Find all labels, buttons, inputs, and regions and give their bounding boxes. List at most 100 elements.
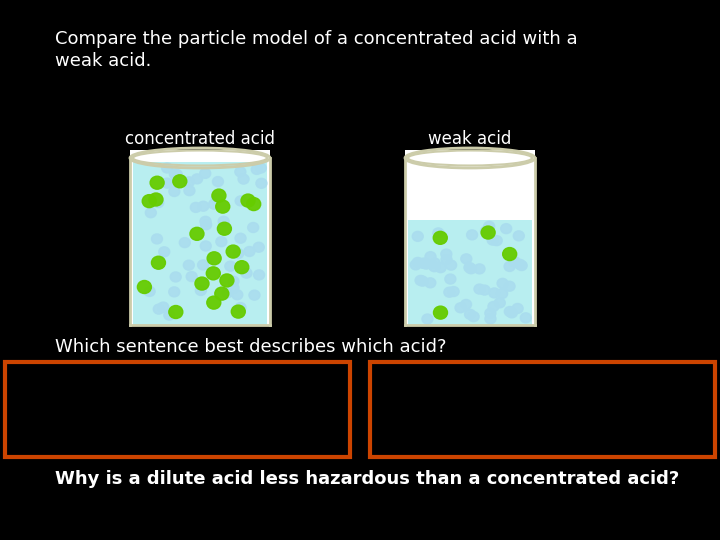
Ellipse shape bbox=[429, 258, 440, 268]
Bar bbox=[405, 150, 535, 325]
Ellipse shape bbox=[226, 245, 240, 258]
Ellipse shape bbox=[190, 227, 204, 240]
Text: Why is a dilute acid less hazardous than a concentrated acid?: Why is a dilute acid less hazardous than… bbox=[55, 470, 679, 488]
Ellipse shape bbox=[435, 262, 446, 273]
Ellipse shape bbox=[468, 312, 479, 322]
Ellipse shape bbox=[420, 259, 432, 269]
Ellipse shape bbox=[251, 164, 262, 174]
Ellipse shape bbox=[138, 280, 151, 294]
Ellipse shape bbox=[168, 306, 183, 319]
Text: particles.: particles. bbox=[37, 416, 125, 434]
Ellipse shape bbox=[516, 261, 527, 271]
Ellipse shape bbox=[235, 261, 249, 274]
Ellipse shape bbox=[184, 177, 194, 187]
Ellipse shape bbox=[220, 274, 234, 287]
Ellipse shape bbox=[225, 261, 236, 271]
Ellipse shape bbox=[235, 233, 246, 243]
Ellipse shape bbox=[425, 278, 436, 288]
Text: This acid has only a few acid: This acid has only a few acid bbox=[37, 372, 305, 390]
Ellipse shape bbox=[512, 303, 523, 313]
Ellipse shape bbox=[184, 260, 194, 270]
Ellipse shape bbox=[238, 174, 249, 184]
Ellipse shape bbox=[200, 241, 211, 251]
Ellipse shape bbox=[484, 221, 495, 231]
Bar bbox=[5, 362, 350, 457]
Ellipse shape bbox=[153, 198, 163, 207]
Ellipse shape bbox=[433, 228, 444, 238]
Ellipse shape bbox=[248, 222, 258, 233]
Ellipse shape bbox=[241, 268, 252, 278]
Ellipse shape bbox=[228, 283, 239, 293]
Ellipse shape bbox=[218, 217, 229, 226]
Ellipse shape bbox=[199, 168, 211, 178]
Ellipse shape bbox=[149, 193, 163, 206]
Ellipse shape bbox=[192, 174, 202, 184]
Ellipse shape bbox=[513, 231, 524, 241]
Ellipse shape bbox=[173, 175, 186, 188]
Ellipse shape bbox=[410, 260, 421, 270]
Ellipse shape bbox=[497, 288, 508, 299]
Ellipse shape bbox=[212, 193, 222, 204]
Text: concentrated acid: concentrated acid bbox=[125, 130, 275, 148]
Ellipse shape bbox=[461, 300, 472, 309]
Ellipse shape bbox=[207, 252, 221, 265]
Ellipse shape bbox=[506, 308, 518, 318]
Ellipse shape bbox=[170, 272, 181, 282]
Ellipse shape bbox=[429, 262, 440, 272]
Text: B.: B. bbox=[378, 372, 398, 390]
Ellipse shape bbox=[217, 222, 231, 235]
Ellipse shape bbox=[509, 256, 520, 267]
Bar bbox=[133, 162, 267, 325]
Ellipse shape bbox=[415, 275, 426, 286]
Ellipse shape bbox=[436, 307, 447, 318]
Ellipse shape bbox=[433, 231, 447, 244]
Ellipse shape bbox=[503, 247, 517, 261]
Ellipse shape bbox=[235, 167, 246, 177]
Ellipse shape bbox=[184, 186, 195, 195]
Ellipse shape bbox=[169, 169, 181, 179]
Bar bbox=[408, 220, 532, 325]
Ellipse shape bbox=[504, 261, 515, 272]
Ellipse shape bbox=[207, 267, 220, 280]
Ellipse shape bbox=[488, 301, 499, 312]
Ellipse shape bbox=[169, 186, 180, 197]
Ellipse shape bbox=[212, 177, 223, 186]
Ellipse shape bbox=[171, 170, 182, 179]
Text: weak acid.: weak acid. bbox=[55, 52, 151, 70]
Ellipse shape bbox=[197, 260, 209, 270]
Ellipse shape bbox=[256, 163, 266, 173]
Text: A.: A. bbox=[13, 372, 34, 390]
Ellipse shape bbox=[445, 274, 456, 284]
Ellipse shape bbox=[422, 314, 433, 324]
Ellipse shape bbox=[425, 252, 436, 262]
Text: particles compared to water: particles compared to water bbox=[37, 394, 302, 412]
Ellipse shape bbox=[162, 178, 173, 188]
Ellipse shape bbox=[201, 220, 212, 229]
Ellipse shape bbox=[479, 285, 490, 295]
Ellipse shape bbox=[222, 288, 233, 298]
Ellipse shape bbox=[186, 272, 197, 281]
Ellipse shape bbox=[158, 302, 168, 312]
Ellipse shape bbox=[500, 224, 512, 234]
Ellipse shape bbox=[455, 303, 466, 313]
Ellipse shape bbox=[474, 264, 485, 274]
Ellipse shape bbox=[198, 201, 209, 211]
Ellipse shape bbox=[461, 254, 472, 264]
Bar bbox=[130, 150, 270, 325]
Text: Which sentence best describes which acid?: Which sentence best describes which acid… bbox=[55, 338, 446, 356]
Ellipse shape bbox=[200, 217, 211, 226]
Ellipse shape bbox=[143, 194, 156, 208]
Ellipse shape bbox=[521, 313, 531, 323]
Ellipse shape bbox=[164, 310, 175, 320]
Ellipse shape bbox=[247, 198, 261, 211]
Ellipse shape bbox=[448, 287, 459, 296]
Ellipse shape bbox=[487, 235, 498, 245]
Ellipse shape bbox=[485, 314, 496, 324]
Ellipse shape bbox=[249, 290, 260, 300]
Ellipse shape bbox=[464, 262, 475, 273]
Ellipse shape bbox=[418, 258, 428, 268]
Ellipse shape bbox=[253, 242, 264, 252]
Ellipse shape bbox=[168, 287, 180, 297]
Text: particles.: particles. bbox=[402, 416, 490, 434]
Ellipse shape bbox=[151, 234, 163, 244]
